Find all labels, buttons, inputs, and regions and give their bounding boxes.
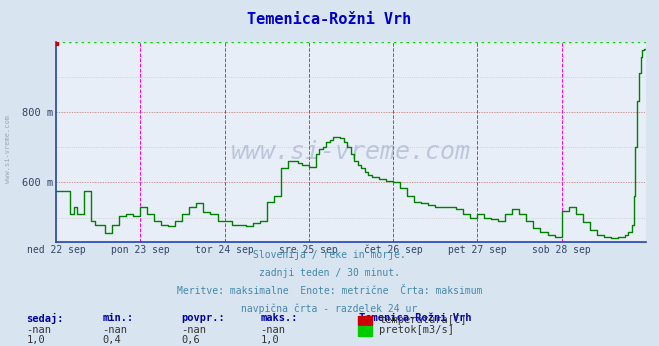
Text: -nan: -nan (26, 325, 51, 335)
Text: -nan: -nan (102, 325, 127, 335)
Text: Slovenija / reke in morje.: Slovenija / reke in morje. (253, 250, 406, 260)
Text: maks.:: maks.: (260, 313, 298, 323)
Text: 1,0: 1,0 (26, 335, 45, 345)
Text: temperatura[C]: temperatura[C] (379, 315, 467, 325)
Text: 0,4: 0,4 (102, 335, 121, 345)
Text: www.si-vreme.com: www.si-vreme.com (5, 115, 11, 183)
Text: Temenica-Rožni Vrh: Temenica-Rožni Vrh (359, 313, 472, 323)
Text: -nan: -nan (181, 325, 206, 335)
Text: 1,0: 1,0 (260, 335, 279, 345)
Text: navpična črta - razdelek 24 ur: navpična črta - razdelek 24 ur (241, 304, 418, 314)
Text: Meritve: maksimalne  Enote: metrične  Črta: maksimum: Meritve: maksimalne Enote: metrične Črta… (177, 286, 482, 296)
Text: sedaj:: sedaj: (26, 313, 64, 324)
Text: -nan: -nan (260, 325, 285, 335)
Text: pretok[m3/s]: pretok[m3/s] (379, 325, 454, 335)
Text: www.si-vreme.com: www.si-vreme.com (231, 140, 471, 164)
Text: min.:: min.: (102, 313, 133, 323)
Text: Temenica-Rožni Vrh: Temenica-Rožni Vrh (247, 12, 412, 27)
Text: zadnji teden / 30 minut.: zadnji teden / 30 minut. (259, 268, 400, 278)
Text: 0,6: 0,6 (181, 335, 200, 345)
Text: povpr.:: povpr.: (181, 313, 225, 323)
